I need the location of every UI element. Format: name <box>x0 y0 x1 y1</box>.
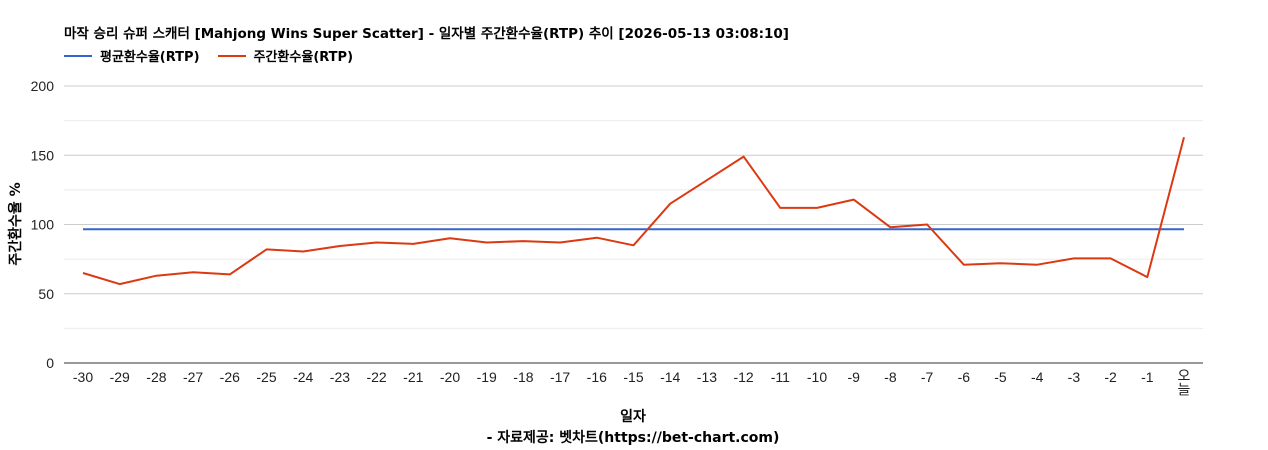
x-tick-label: -9 <box>847 369 860 385</box>
x-tick-label: -19 <box>477 369 497 385</box>
series-lines <box>82 136 1185 286</box>
x-tick-label: -11 <box>771 369 790 385</box>
x-tick-label: -20 <box>440 369 460 385</box>
x-tick-label: -6 <box>958 369 971 385</box>
x-tick-label: -3 <box>1068 369 1081 385</box>
y-tick-label: 200 <box>31 78 55 94</box>
x-tick-label: -23 <box>330 369 350 385</box>
legend-item-average[interactable]: 평균환수율(RTP) <box>64 46 200 65</box>
x-tick-label: -22 <box>366 369 386 385</box>
legend-item-weekly[interactable]: 주간환수율(RTP) <box>217 46 354 65</box>
x-tick-label: -13 <box>697 369 717 385</box>
x-tick-label: -15 <box>623 369 643 385</box>
gridlines <box>64 85 1203 364</box>
x-tick-label: -24 <box>293 369 313 385</box>
x-tick-label: -27 <box>183 369 203 385</box>
legend-swatch-average <box>64 54 92 57</box>
x-tick-label: -29 <box>110 369 130 385</box>
x-tick-label: -21 <box>403 369 423 385</box>
x-tick-label: -7 <box>921 369 934 385</box>
legend-swatch-weekly <box>217 54 246 57</box>
x-tick-label: -1 <box>1141 369 1154 385</box>
x-tick-labels: -30 -29 -28 -27 -26 -25 -24 -23 -22 -21 -20 -19 -18 -… <box>73 368 1192 396</box>
x-tick-label: -18 <box>513 369 533 385</box>
x-tick-label: -16 <box>587 369 607 385</box>
x-tick-label: -25 <box>256 369 276 385</box>
x-tick-label: 오늘 <box>1176 368 1192 396</box>
x-tick-label: -14 <box>660 369 680 385</box>
y-axis-title: 주간환수율 % <box>7 182 24 265</box>
x-tick-label: -12 <box>733 369 753 385</box>
x-tick-label: -2 <box>1104 369 1117 385</box>
x-tick-label: -5 <box>994 369 1007 385</box>
y-tick-label: 0 <box>46 355 54 371</box>
x-tick-label: -26 <box>220 369 240 385</box>
x-tick-label: -8 <box>884 369 897 385</box>
legend-label-average: 평균환수율(RTP) <box>100 50 200 65</box>
y-tick-label: 50 <box>38 286 54 302</box>
series-line-weekly <box>82 136 1185 286</box>
y-tick-label: 150 <box>31 147 55 163</box>
y-tick-labels: 0 50 100 150 200 <box>31 78 55 371</box>
legend-label-weekly: 주간환수율(RTP) <box>253 50 354 65</box>
x-axis-title: 일자 <box>620 409 646 425</box>
x-tick-label: -30 <box>73 369 93 385</box>
y-tick-label: 100 <box>31 217 55 233</box>
x-tick-label: -17 <box>550 369 570 385</box>
chart-title: 마작 승리 슈퍼 스캐터 [Mahjong Wins Super Scatter… <box>64 26 789 42</box>
chart-legend: 평균환수율(RTP) 주간환수율(RTP) <box>64 46 371 65</box>
source-credit: - 자료제공: 벳차트(https://bet-chart.com) <box>487 429 780 446</box>
x-tick-label: -10 <box>807 369 827 385</box>
x-tick-label: -28 <box>146 369 166 385</box>
x-tick-label: -4 <box>1031 369 1044 385</box>
